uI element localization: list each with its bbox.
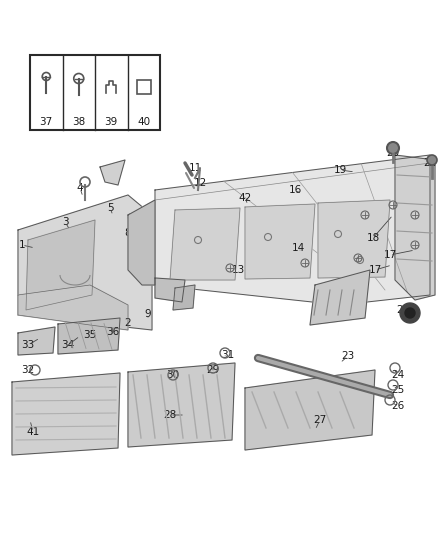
Text: 28: 28 xyxy=(163,410,177,420)
Text: 42: 42 xyxy=(238,193,251,203)
Text: 21: 21 xyxy=(396,305,410,315)
Text: 34: 34 xyxy=(61,340,74,350)
Text: 15: 15 xyxy=(326,291,339,301)
Text: 20: 20 xyxy=(386,148,399,158)
Text: 31: 31 xyxy=(221,350,235,360)
Text: 5: 5 xyxy=(107,203,113,213)
Polygon shape xyxy=(18,327,55,355)
Text: 17: 17 xyxy=(383,250,397,260)
Polygon shape xyxy=(245,204,315,279)
Circle shape xyxy=(405,308,415,318)
Text: 9: 9 xyxy=(145,309,151,319)
Polygon shape xyxy=(170,208,240,280)
Bar xyxy=(30,55,160,130)
Polygon shape xyxy=(18,195,152,330)
Text: 3: 3 xyxy=(62,217,68,227)
Text: 2: 2 xyxy=(125,318,131,328)
Polygon shape xyxy=(128,363,235,447)
Text: 7: 7 xyxy=(102,165,108,175)
Polygon shape xyxy=(245,370,375,450)
Text: 6: 6 xyxy=(127,213,133,223)
Circle shape xyxy=(387,142,399,154)
Text: 26: 26 xyxy=(392,401,405,411)
Text: 41: 41 xyxy=(26,427,39,437)
Polygon shape xyxy=(18,285,128,330)
Text: 11: 11 xyxy=(188,163,201,173)
Polygon shape xyxy=(128,200,155,285)
Text: 27: 27 xyxy=(313,415,327,425)
Text: 8: 8 xyxy=(125,228,131,238)
Text: 32: 32 xyxy=(21,365,35,375)
Text: 29: 29 xyxy=(206,365,219,375)
Text: 10: 10 xyxy=(181,293,194,303)
Text: 40: 40 xyxy=(137,117,150,127)
Polygon shape xyxy=(100,160,125,185)
Text: 18: 18 xyxy=(366,233,380,243)
Polygon shape xyxy=(155,278,185,302)
Text: 35: 35 xyxy=(83,330,97,340)
Text: 17: 17 xyxy=(368,265,381,275)
Text: 33: 33 xyxy=(21,340,35,350)
Text: 22: 22 xyxy=(424,158,437,168)
Text: 39: 39 xyxy=(105,117,118,127)
Text: 24: 24 xyxy=(392,370,405,380)
Bar xyxy=(137,79,151,93)
Circle shape xyxy=(400,303,420,323)
Text: 14: 14 xyxy=(291,243,304,253)
Circle shape xyxy=(427,155,437,165)
Polygon shape xyxy=(318,200,390,278)
Polygon shape xyxy=(173,285,195,310)
Text: 38: 38 xyxy=(72,117,85,127)
Text: 25: 25 xyxy=(392,385,405,395)
Text: 4: 4 xyxy=(77,183,83,193)
Text: 16: 16 xyxy=(288,185,302,195)
Text: 1: 1 xyxy=(19,240,25,250)
Polygon shape xyxy=(12,373,120,455)
Text: 13: 13 xyxy=(231,265,245,275)
Text: 19: 19 xyxy=(333,165,346,175)
Text: 12: 12 xyxy=(193,178,207,188)
Text: 37: 37 xyxy=(39,117,53,127)
Polygon shape xyxy=(26,220,95,310)
Text: 36: 36 xyxy=(106,327,120,337)
Polygon shape xyxy=(58,318,120,354)
Polygon shape xyxy=(155,155,430,305)
Text: 23: 23 xyxy=(341,351,355,361)
Polygon shape xyxy=(310,270,370,325)
Text: 30: 30 xyxy=(166,370,180,380)
Polygon shape xyxy=(395,155,435,300)
